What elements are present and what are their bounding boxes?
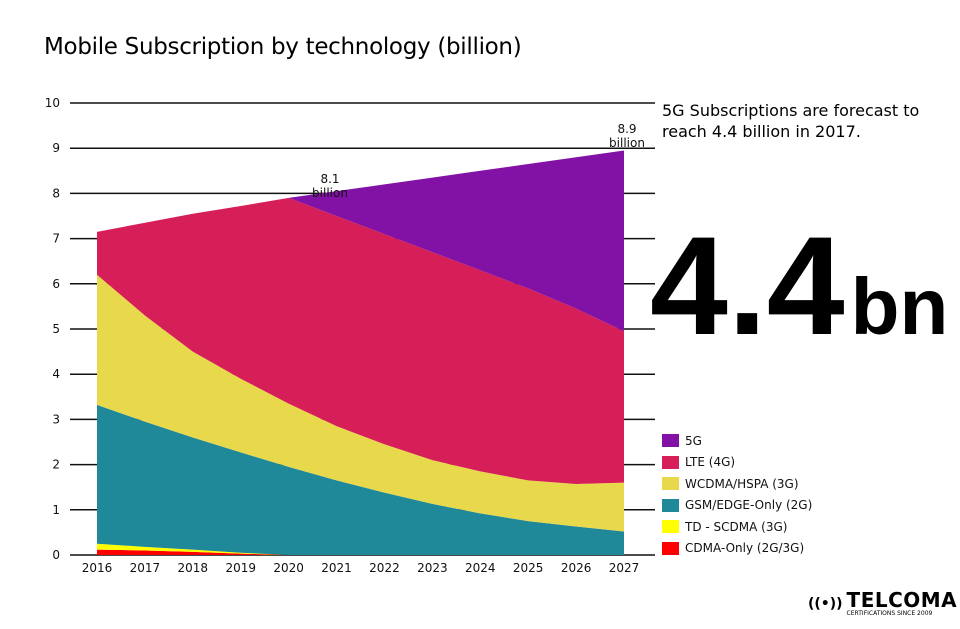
legend-swatch [662, 541, 679, 555]
telcoma-logo: ((•)) TELCOMA CERTIFICATIONS SINCE 2009 [808, 590, 957, 618]
y-tick-label: 8 [52, 186, 60, 200]
y-tick-label: 5 [52, 322, 60, 336]
annotation-2021: 8.1 billion [300, 172, 360, 200]
legend-item: CDMA-Only (2G/3G) [662, 538, 812, 560]
y-tick-label: 9 [52, 141, 60, 155]
y-tick-label: 2 [52, 458, 60, 472]
x-tick-label: 2025 [513, 561, 544, 575]
x-tick-label: 2021 [321, 561, 352, 575]
x-tick-label: 2019 [225, 561, 256, 575]
legend-item: LTE (4G) [662, 452, 812, 474]
area-wcdma-hspa-3g- [97, 274, 624, 532]
legend-label: 5G [685, 433, 702, 448]
legend-label: TD - SCDMA (3G) [685, 519, 788, 534]
x-tick-label: 2023 [417, 561, 448, 575]
area-td-scdma-3g- [97, 543, 624, 555]
signal-waves-icon: ((•)) [808, 596, 843, 612]
chart-title: Mobile Subscription by technology (billi… [44, 34, 522, 60]
legend-label: GSM/EDGE-Only (2G) [685, 498, 813, 513]
y-tick-label: 10 [45, 96, 60, 110]
legend-item: GSM/EDGE-Only (2G) [662, 495, 812, 517]
logo-tagline: CERTIFICATIONS SINCE 2009 [846, 610, 933, 617]
annotation-unit: billion [312, 186, 348, 200]
x-tick-label: 2017 [130, 561, 161, 575]
x-tick-label: 2020 [273, 561, 304, 575]
area-cdma-only-2g-3g- [97, 549, 624, 555]
x-tick-label: 2022 [369, 561, 400, 575]
annotation-value: 8.9 [617, 122, 637, 136]
legend-swatch [662, 520, 679, 534]
legend-label: LTE (4G) [685, 455, 736, 470]
highlight-value: 4.4 [650, 207, 845, 364]
x-tick-label: 2024 [465, 561, 496, 575]
legend-item: TD - SCDMA (3G) [662, 516, 812, 538]
area-gsm-edge-only-2g- [97, 404, 624, 555]
y-tick-label: 3 [52, 412, 60, 426]
legend-label: WCDMA/HSPA (3G) [685, 476, 799, 491]
highlight-unit: bn [850, 262, 949, 351]
y-tick-label: 6 [52, 277, 60, 291]
legend-item: 5G [662, 430, 812, 452]
x-tick-label: 2016 [82, 561, 113, 575]
y-tick-label: 4 [52, 367, 60, 381]
legend-swatch [662, 498, 679, 512]
annotation-unit: billion [609, 136, 645, 150]
x-tick-label: 2027 [609, 561, 640, 575]
area-5g [97, 150, 624, 332]
highlight-figure: 4.4bn [650, 216, 948, 377]
logo-name: TELCOMA [846, 588, 958, 612]
legend-item: WCDMA/HSPA (3G) [662, 473, 812, 495]
legend-swatch [662, 477, 679, 491]
legend-swatch [662, 455, 679, 469]
legend-label: CDMA-Only (2G/3G) [685, 541, 805, 556]
legend: 5G LTE (4G) WCDMA/HSPA (3G) GSM/EDGE-Only (… [662, 430, 812, 559]
y-tick-label: 0 [52, 548, 60, 562]
x-tick-label: 2026 [561, 561, 592, 575]
forecast-description: 5G Subscriptions are forecast to reach 4… [662, 101, 920, 141]
legend-swatch [662, 434, 679, 448]
area-lte-4g- [97, 197, 624, 485]
annotation-value: 8.1 [320, 172, 340, 186]
x-tick-label: 2018 [178, 561, 209, 575]
y-tick-label: 7 [52, 232, 60, 246]
y-tick-label: 1 [52, 503, 60, 517]
annotation-2027: 8.9 billion [603, 122, 651, 150]
